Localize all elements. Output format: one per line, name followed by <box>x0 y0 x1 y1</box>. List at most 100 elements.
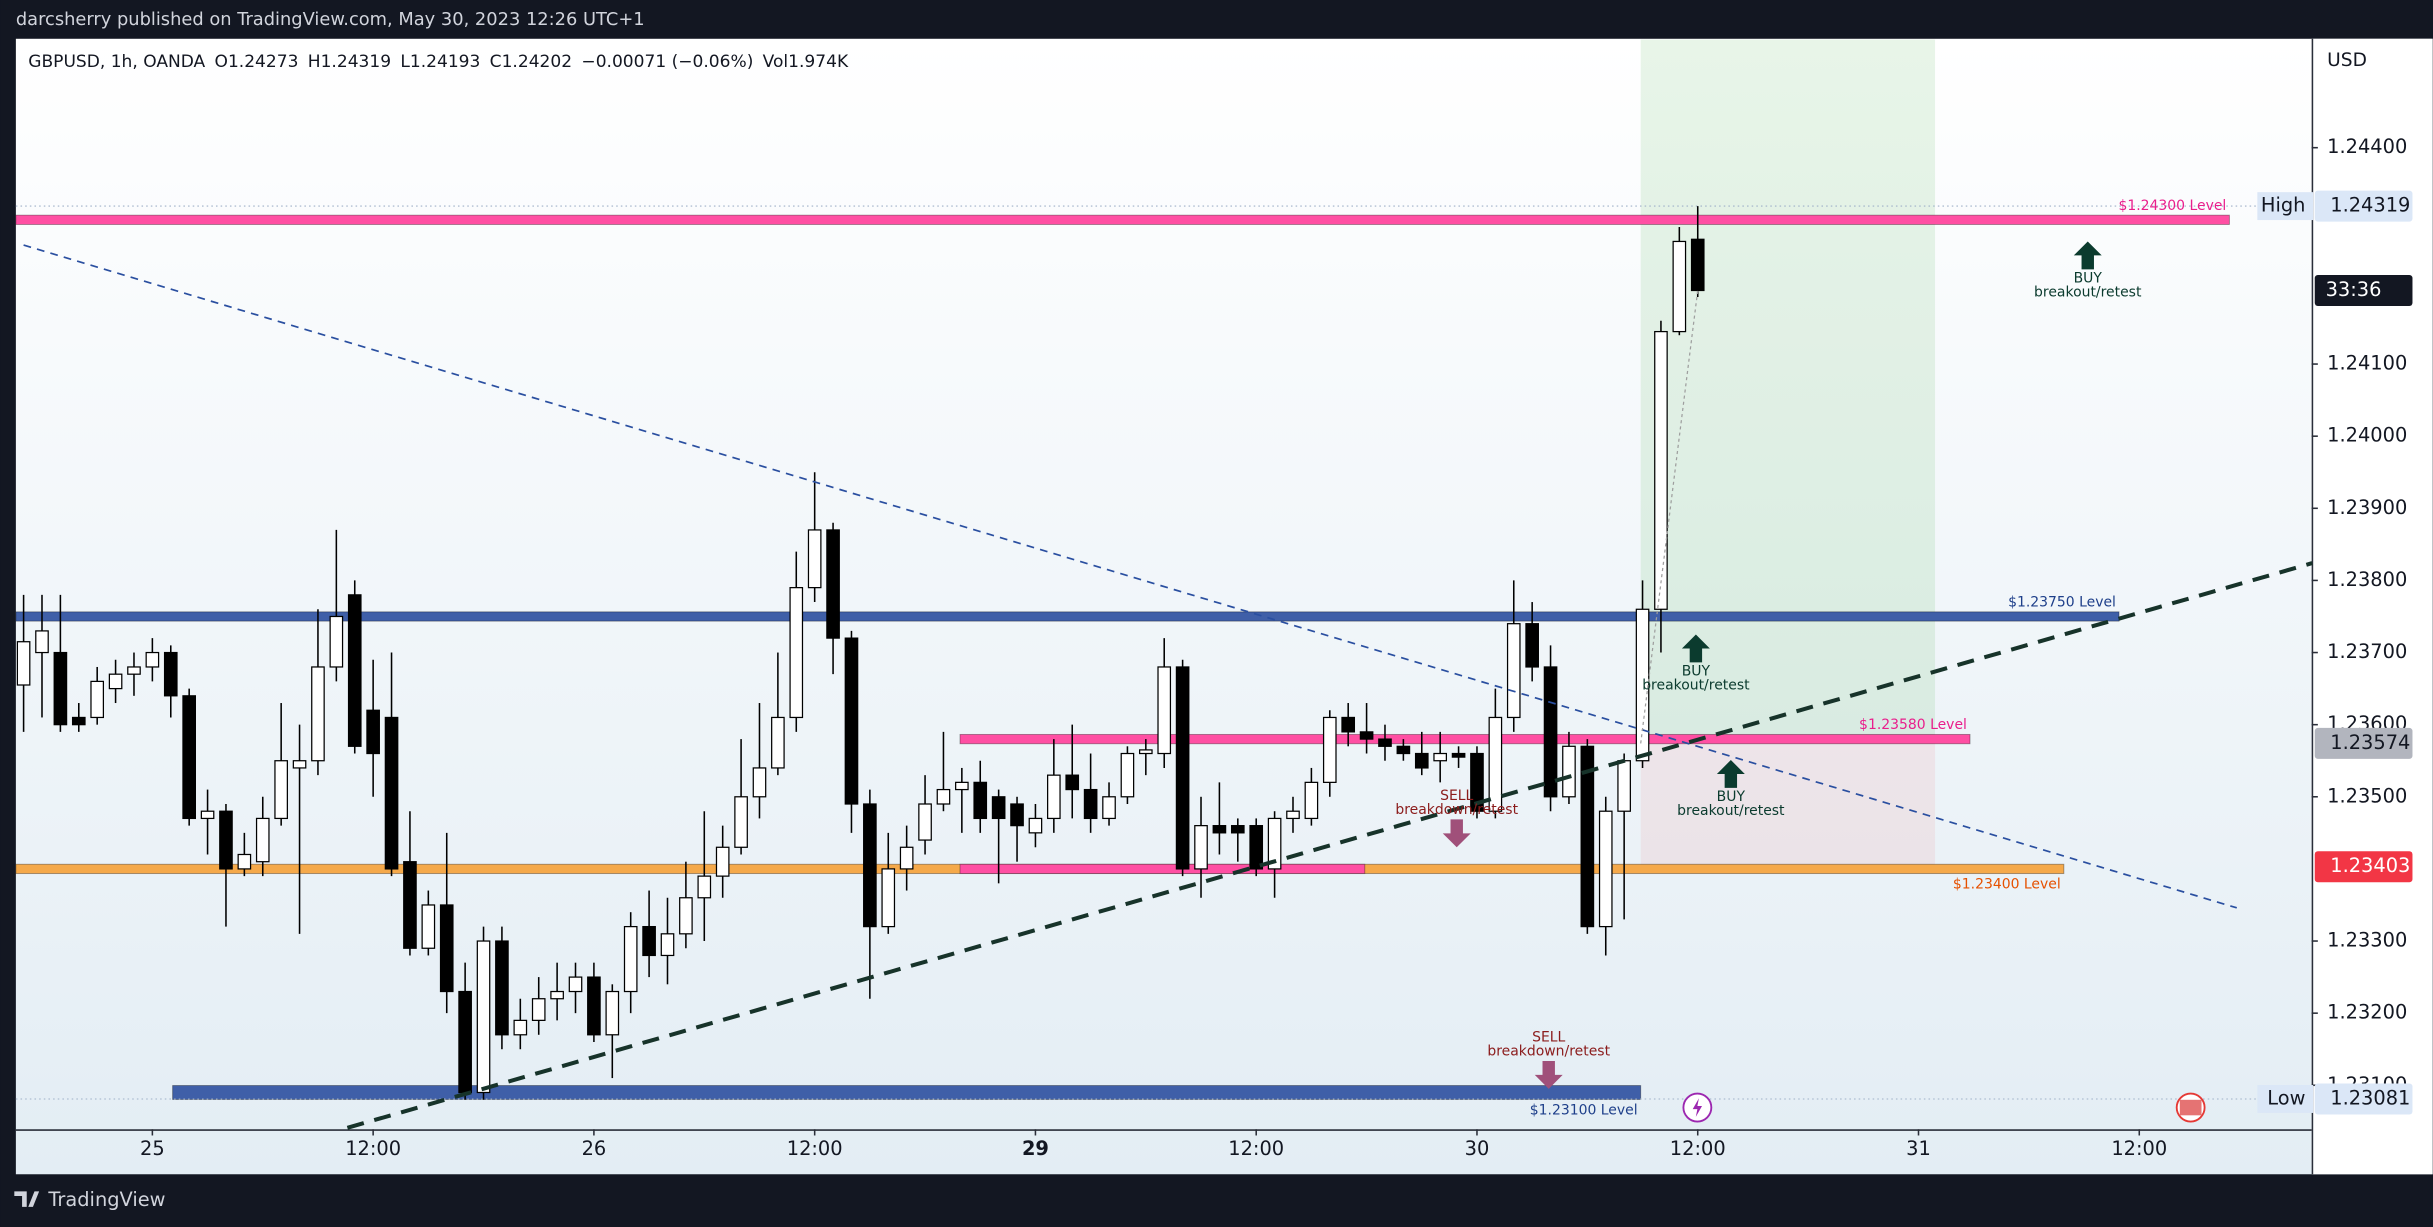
candle-body <box>237 853 252 870</box>
candle-body <box>918 803 932 841</box>
candle-body <box>587 976 601 1036</box>
price-marker-label: 1.23574 <box>2330 731 2410 754</box>
currency-label: USD <box>2327 50 2367 71</box>
y-tick-label: 1.24100 <box>2327 352 2407 375</box>
x-tick-label: 26 <box>582 1137 607 1160</box>
drawings-back <box>15 39 2312 1100</box>
candle-body <box>991 796 1006 820</box>
candle-body <box>1249 825 1264 870</box>
candle-body <box>679 897 693 935</box>
x-tick-label: 31 <box>1906 1137 1931 1160</box>
candle-body <box>1414 752 1429 769</box>
candle-body <box>127 666 141 675</box>
candle-body <box>1635 608 1650 762</box>
candle-body <box>513 1019 528 1036</box>
candle-body <box>1598 810 1613 928</box>
candle-body <box>71 716 86 726</box>
y-tick-label: 1.24400 <box>2327 135 2407 158</box>
candle-body <box>771 716 785 769</box>
trendline <box>346 561 2313 1130</box>
candle-body <box>1359 731 1374 740</box>
candle-body <box>1286 810 1300 820</box>
signal-label: SELL <box>1532 1030 1565 1046</box>
candle-body <box>1028 817 1043 834</box>
level-label: $1.23100 Level <box>1530 1102 1638 1118</box>
symbol-legend: GBPUSD, 1h, OANDA O1.24273 H1.24319 L1.2419… <box>28 52 849 72</box>
candle-body <box>899 846 914 870</box>
candle-body <box>182 695 196 820</box>
candle-body <box>384 716 399 870</box>
candles <box>16 206 1705 1100</box>
candle-body <box>844 637 859 805</box>
candle-body <box>863 803 877 928</box>
y-tick-label: 1.23500 <box>2327 784 2407 807</box>
candle-body <box>715 846 730 877</box>
publisher-line: darcsherry published on TradingView.com,… <box>16 9 645 30</box>
x-tick-label: 12:00 <box>787 1137 843 1160</box>
candle-body <box>292 760 307 769</box>
candle-body <box>311 666 325 762</box>
candle-body <box>1562 745 1576 798</box>
marker-name: High <box>2261 194 2306 217</box>
signal-sublabel: breakout/retest <box>1642 678 1750 694</box>
candle-body <box>255 817 270 863</box>
candle-body <box>458 990 472 1094</box>
candle-body <box>1470 752 1484 812</box>
price-marker <box>2314 851 2413 883</box>
candle-body <box>1378 738 1392 747</box>
candle-body <box>439 904 454 993</box>
candle-body <box>826 529 840 639</box>
marker-name: Low <box>2267 1086 2305 1109</box>
candle-body <box>660 933 675 957</box>
candle-body <box>421 904 436 949</box>
level-band <box>172 1085 1642 1100</box>
logo-mark <box>14 1191 40 1207</box>
candle-body <box>1065 774 1080 791</box>
signal-arrow <box>1442 819 1471 848</box>
price-axis-area <box>2311 38 2433 1175</box>
y-tick-label: 1.24000 <box>2327 424 2407 447</box>
candle-body <box>1451 752 1466 758</box>
price-marker <box>2314 1083 2413 1115</box>
price-marker-label: 1.23081 <box>2330 1086 2410 1109</box>
candle-body <box>53 651 68 726</box>
candle-body <box>936 788 951 805</box>
candle-body <box>366 709 380 755</box>
signal-label: BUY <box>2074 271 2103 287</box>
candle-body <box>1194 825 1208 870</box>
flag <box>2179 1099 2202 1116</box>
marker-name-box <box>2257 1085 2314 1113</box>
level-label: $1.23750 Level <box>2008 595 2116 611</box>
candle-body <box>35 630 49 654</box>
candle-body <box>1175 666 1190 870</box>
candle-body <box>329 615 344 668</box>
y-tick-label: 1.23900 <box>2327 496 2407 519</box>
signal-sublabel: breakout/retest <box>1677 803 1785 819</box>
price-marker-label: 33:36 <box>2326 278 2382 301</box>
candle-body <box>955 781 969 791</box>
candle-body <box>145 651 160 668</box>
level-band <box>15 214 2230 225</box>
lightning <box>1692 1098 1703 1117</box>
level-band <box>959 863 1366 875</box>
candle-body <box>1525 623 1539 668</box>
signal-sublabel: breakdown/retest <box>1487 1044 1610 1060</box>
candle-body <box>550 990 564 1000</box>
signal-sublabel: breakout/retest <box>2034 285 2142 301</box>
x-tick-label: 12:00 <box>1670 1137 1726 1160</box>
candle-body <box>1617 760 1631 812</box>
signal-label: BUY <box>1682 664 1711 680</box>
drawings-front: $1.24300 Level $1.23750 Level $1.23580 Lev… <box>23 198 2313 1130</box>
level-label: $1.24300 Level <box>2118 198 2226 214</box>
level-band <box>15 611 2120 622</box>
event-icons <box>1682 1092 2206 1123</box>
chart-background <box>15 38 2433 1175</box>
candle-body <box>1010 803 1024 827</box>
price-marker-label: 1.24319 <box>2330 194 2410 217</box>
candle-body <box>219 810 233 870</box>
footer-logo <box>14 1191 40 1207</box>
level-label: $1.23580 Level <box>1859 717 1967 733</box>
candle-body <box>1120 752 1135 798</box>
candle-body <box>1543 666 1558 798</box>
candle-body <box>347 594 362 747</box>
